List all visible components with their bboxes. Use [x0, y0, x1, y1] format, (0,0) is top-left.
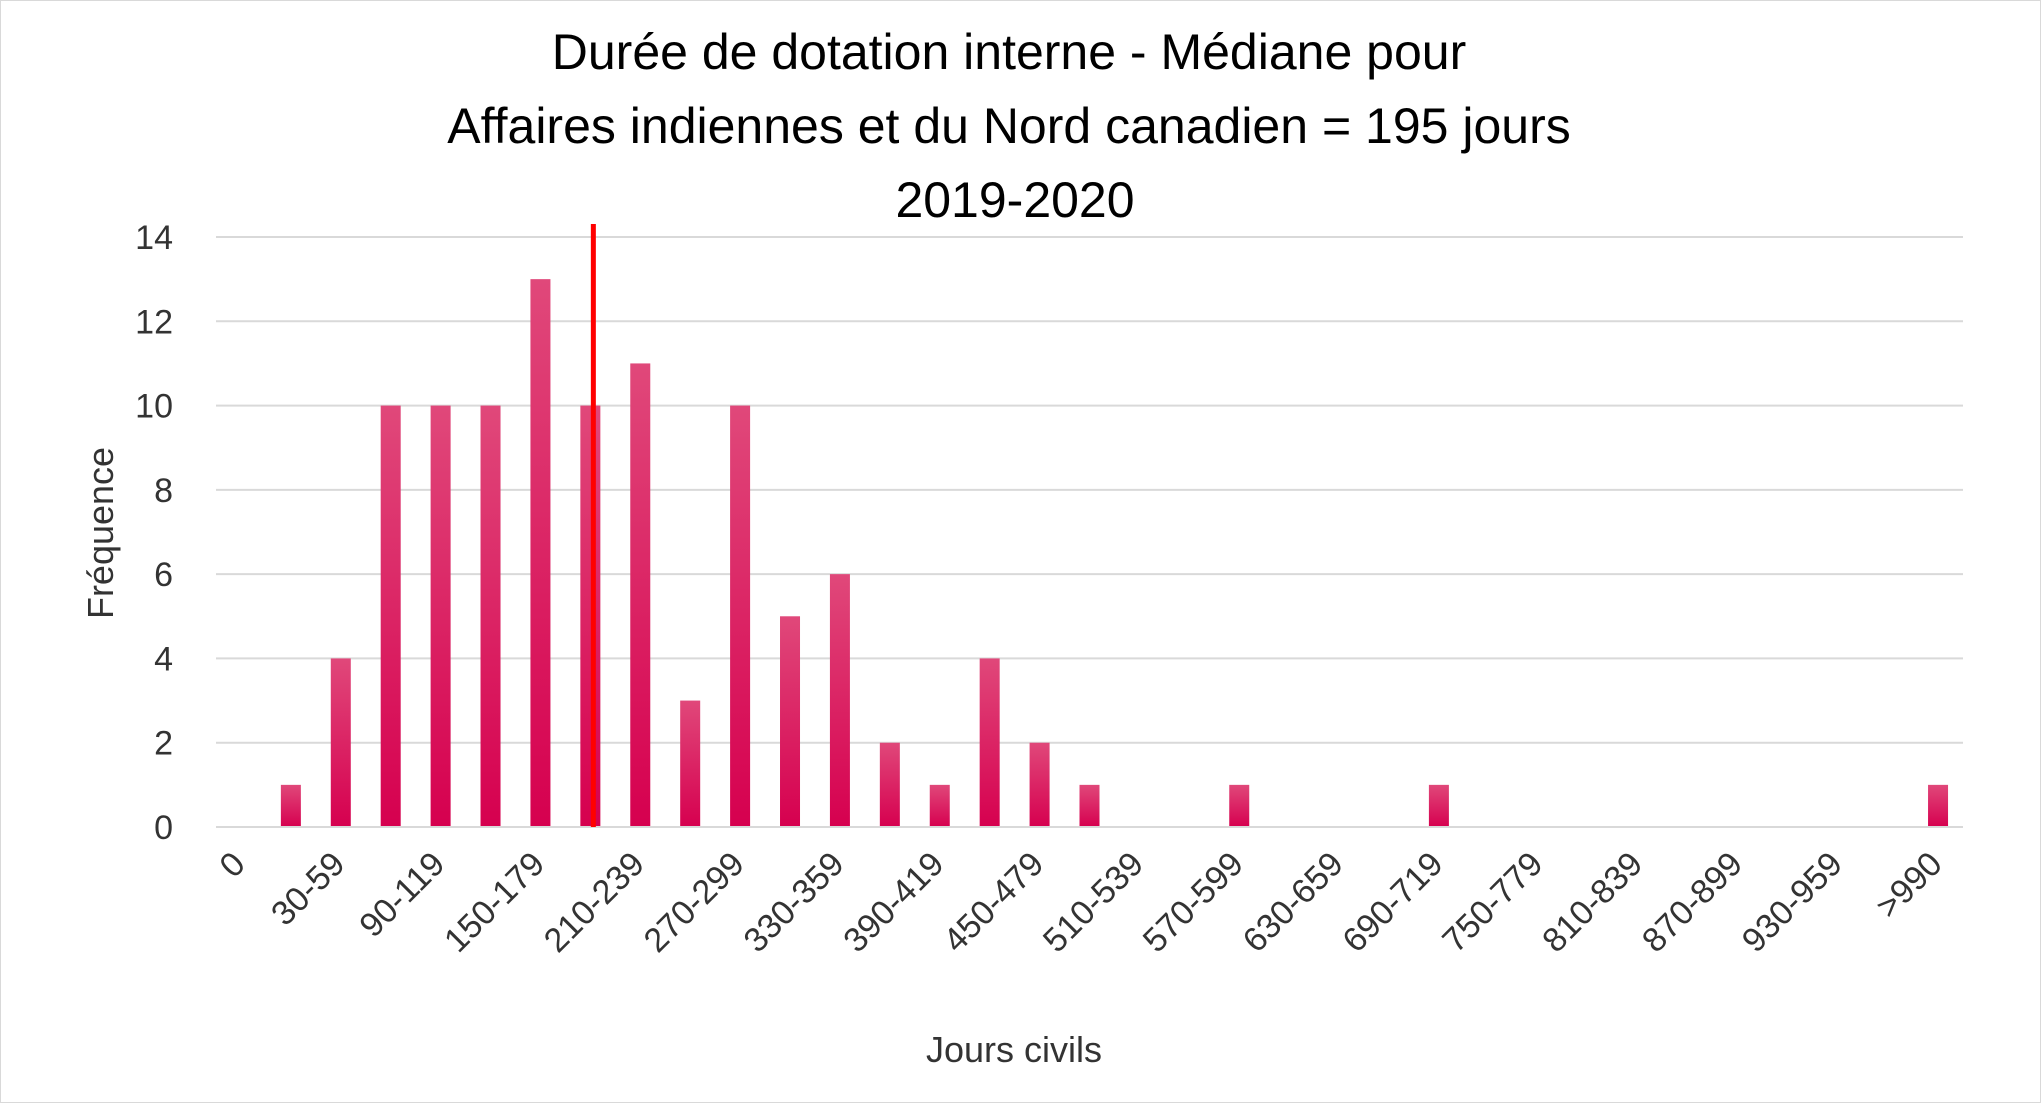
bar-1-29 — [280, 784, 301, 827]
x-axis-ticks: 0 30-59 90-119150-179210-239270-299330-359… — [212, 845, 1949, 960]
y-tick-label: 10 — [135, 388, 173, 426]
chart-title-line-2: Affaires indiennes et du Nord canadien =… — [447, 98, 1570, 154]
x-tick-label: 570-599 — [1136, 845, 1251, 960]
bar-210-239 — [630, 363, 651, 827]
bar-360-389 — [879, 742, 900, 827]
bar-30-59 — [330, 658, 351, 827]
bar-270-299 — [730, 405, 751, 827]
y-tick-label: 2 — [154, 725, 173, 763]
y-tick-label: 12 — [135, 303, 173, 341]
x-tick-label: 330-359 — [736, 845, 851, 960]
bar-120-149 — [480, 405, 501, 827]
x-tick-label: 210-239 — [537, 845, 652, 960]
y-axis-ticks: 0 2 4 6 8 10 12 14 — [135, 219, 173, 847]
x-tick-label: 390-419 — [836, 845, 951, 960]
y-tick-label: 6 — [154, 556, 173, 594]
x-axis-title: Jours civils — [926, 1029, 1102, 1070]
bar->990 — [1928, 784, 1949, 827]
x-tick-label: 270-299 — [637, 845, 752, 960]
x-tick-label: 930-959 — [1735, 845, 1850, 960]
x-tick-label: 870-899 — [1635, 845, 1750, 960]
x-tick-label: 150-179 — [437, 845, 552, 960]
x-tick-label: 750-779 — [1435, 845, 1550, 960]
y-tick-label: 14 — [135, 219, 173, 257]
x-tick-label: 810-839 — [1535, 845, 1650, 960]
chart-title-line-1: Durée de dotation interne - Médiane pour — [552, 24, 1466, 80]
x-tick-label: 30-59 — [264, 845, 352, 933]
bar-330-359 — [829, 574, 850, 827]
y-tick-label: 8 — [154, 472, 173, 510]
x-tick-label: >990 — [1869, 845, 1950, 926]
y-tick-label: 0 — [154, 809, 173, 847]
x-tick-label: 90-119 — [352, 845, 452, 945]
bar-60-89 — [380, 405, 401, 827]
bar-300-329 — [780, 616, 801, 827]
x-tick-label: 0 — [212, 845, 252, 885]
x-tick-label: 450-479 — [936, 845, 1051, 960]
bars — [280, 279, 1949, 828]
bar-240-269 — [680, 700, 701, 827]
bar-90-119 — [430, 405, 451, 827]
bar-690-719 — [1428, 784, 1449, 827]
bar-570-599 — [1229, 784, 1250, 827]
bar-180-209 — [580, 405, 601, 827]
gridlines — [216, 236, 1963, 744]
bar-480-509 — [1079, 784, 1100, 827]
x-tick-label: 690-719 — [1335, 845, 1450, 960]
bar-390-419 — [929, 784, 950, 827]
bar-420-449 — [979, 658, 1000, 827]
bar-150-179 — [530, 279, 551, 828]
x-tick-label: 630-659 — [1236, 845, 1351, 960]
x-tick-label: 510-539 — [1036, 845, 1151, 960]
y-axis-title: Fréquence — [80, 447, 121, 619]
chart-title-line-3: 2019-2020 — [895, 172, 1134, 228]
bar-450-479 — [1029, 742, 1050, 827]
y-tick-label: 4 — [154, 640, 173, 678]
